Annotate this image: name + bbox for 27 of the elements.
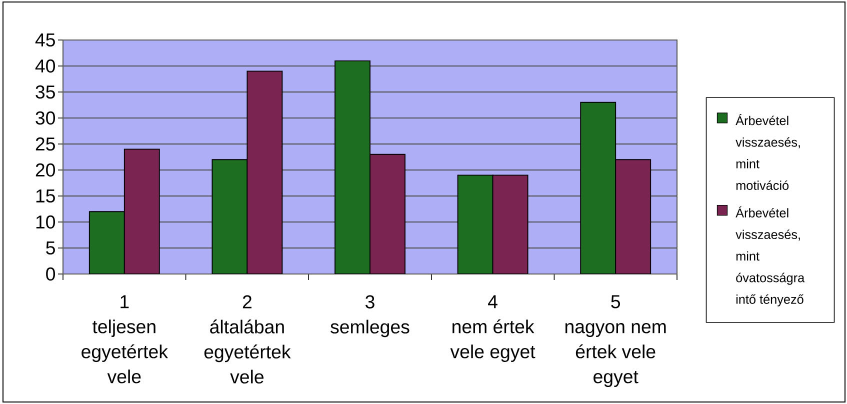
y-tick-label: 0 — [46, 267, 56, 281]
bar — [88, 211, 125, 274]
y-tick-label: 15 — [36, 189, 55, 203]
y-tick-label: 20 — [36, 163, 56, 177]
bar — [334, 60, 370, 274]
y-tick-label: 5 — [46, 241, 55, 255]
bar — [370, 154, 406, 274]
y-tick-label: 25 — [36, 137, 55, 151]
bar — [124, 148, 160, 274]
x-tick-label: 5 nagyon nem értek vele egyet — [565, 295, 666, 387]
x-tick-label: 4 nem értek vele egyet — [450, 295, 536, 362]
x-tick-label: 3 semleges — [330, 295, 410, 338]
bar — [246, 70, 283, 274]
legend-label: Árbevétel visszaesés, mint óvatosságra intő tényező — [736, 206, 805, 306]
bar — [580, 102, 616, 274]
y-tick-label: 45 — [35, 33, 55, 47]
legend-label: Árbevétel visszaesés, mint motiváció — [736, 114, 800, 190]
y-tick-label: 10 — [36, 215, 56, 229]
x-tick-label: 2 általában egyetértek vele — [204, 295, 291, 384]
y-tick-label: 30 — [36, 111, 56, 125]
y-tick-label: 35 — [36, 85, 55, 99]
bar — [615, 159, 652, 274]
x-tick-label: 1 teljesen egyetértek vele — [82, 295, 168, 384]
y-tick-label: 40 — [35, 59, 56, 73]
bar — [492, 174, 528, 274]
bar — [212, 159, 248, 274]
bar — [457, 174, 494, 274]
